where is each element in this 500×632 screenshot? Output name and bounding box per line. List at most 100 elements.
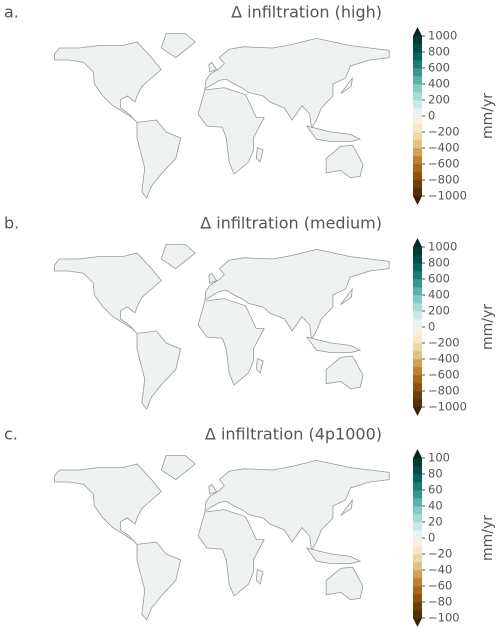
- colorbar-extend-under: [413, 196, 422, 205]
- colorbar-tick-label: −800: [428, 384, 460, 398]
- colorbar-band: [413, 522, 422, 531]
- colorbar-band: [413, 247, 422, 256]
- colorbar-tick-label: 600: [428, 61, 450, 75]
- panel-label: a.: [4, 3, 19, 22]
- colorbar-tick-label: 1000: [428, 29, 457, 43]
- colorbar-tick-label: 20: [428, 515, 443, 529]
- panel-title: Δ infiltration (high): [231, 3, 382, 22]
- colorbar-band: [413, 156, 422, 165]
- colorbar-band: [413, 514, 422, 523]
- colorbar-band: [413, 148, 422, 157]
- colorbar-band: [413, 562, 422, 571]
- colorbar-tick-label: 600: [428, 272, 450, 286]
- colorbar-tick-label: −100: [428, 611, 460, 625]
- colorbar-band: [413, 391, 422, 400]
- colorbar-band: [413, 602, 422, 611]
- colorbar-band: [413, 172, 422, 181]
- colorbar-tick-label: 0: [428, 320, 435, 334]
- colorbar-tick-label: 800: [428, 45, 450, 59]
- colorbar-tick-label: −200: [428, 125, 460, 139]
- colorbar-band: [413, 132, 422, 141]
- colorbar-tick-label: −800: [428, 173, 460, 187]
- colorbar-tick-label: 1000: [428, 240, 457, 254]
- colorbar-band: [413, 84, 422, 93]
- colorbar-extend-over: [413, 449, 422, 458]
- colorbar-band: [413, 474, 422, 483]
- colorbar-tick-label: 800: [428, 256, 450, 270]
- colorbar-tick-label: 0: [428, 531, 435, 545]
- colorbar-tick-label: 0: [428, 109, 435, 123]
- colorbar-tick-label: 200: [428, 304, 450, 318]
- colorbar-band: [413, 319, 422, 328]
- colorbar-band: [413, 586, 422, 595]
- colorbar-band: [413, 482, 422, 491]
- colorbar-band: [413, 124, 422, 133]
- colorbar-band: [413, 287, 422, 296]
- colorbar-band: [413, 546, 422, 555]
- map: [54, 455, 390, 621]
- colorbar-tick-label: −60: [428, 579, 452, 593]
- map: [54, 33, 390, 199]
- colorbar-tick-label: 400: [428, 77, 450, 91]
- colorbar-band: [413, 164, 422, 173]
- colorbar-band: [413, 271, 422, 280]
- colorbar-band: [413, 458, 422, 467]
- panel-title: Δ infiltration (4p1000): [205, 425, 382, 444]
- colorbar-band: [413, 76, 422, 85]
- colorbar-band: [413, 295, 422, 304]
- colorbar-band: [413, 108, 422, 117]
- colorbar-tick-label: −600: [428, 157, 460, 171]
- colorbar-band: [413, 188, 422, 197]
- colorbar-extend-under: [413, 618, 422, 627]
- colorbar-band: [413, 140, 422, 149]
- colorbar-band: [413, 367, 422, 376]
- colorbar-band: [413, 383, 422, 392]
- colorbar-band: [413, 594, 422, 603]
- colorbar-band: [413, 52, 422, 61]
- colorbar-band: [413, 36, 422, 45]
- colorbar-tick-label: −40: [428, 563, 452, 577]
- colorbar-band: [413, 506, 422, 515]
- colorbar-tick-label: −400: [428, 352, 460, 366]
- colorbar-band: [413, 92, 422, 101]
- colorbar-band: [413, 327, 422, 336]
- colorbar-unit: mm/yr: [480, 93, 496, 139]
- colorbar-band: [413, 116, 422, 125]
- colorbar-band: [413, 554, 422, 563]
- colorbar-band: [413, 399, 422, 408]
- colorbar-band: [413, 351, 422, 360]
- colorbar-band: [413, 466, 422, 475]
- colorbar-tick-label: −1000: [428, 189, 467, 203]
- colorbar-band: [413, 303, 422, 312]
- colorbar-unit: mm/yr: [480, 304, 496, 350]
- panel-title: Δ infiltration (medium): [200, 214, 382, 233]
- panel-label: c.: [4, 425, 18, 444]
- colorbar-band: [413, 359, 422, 368]
- colorbar-band: [413, 530, 422, 539]
- colorbar-extend-over: [413, 238, 422, 247]
- colorbar-tick-label: −1000: [428, 400, 467, 414]
- colorbar-tick-label: 40: [428, 499, 443, 513]
- map: [54, 244, 390, 410]
- colorbar-extend-under: [413, 407, 422, 416]
- colorbar-extend-over: [413, 27, 422, 36]
- colorbar-band: [413, 255, 422, 264]
- colorbar-tick-label: −600: [428, 368, 460, 382]
- colorbar-tick-label: −80: [428, 595, 452, 609]
- colorbar-band: [413, 335, 422, 344]
- colorbar-band: [413, 44, 422, 53]
- colorbar-band: [413, 375, 422, 384]
- colorbar-band: [413, 279, 422, 288]
- panel-label: b.: [4, 214, 19, 233]
- colorbar-tick-label: 60: [428, 483, 443, 497]
- colorbar-band: [413, 263, 422, 272]
- colorbar-band: [413, 60, 422, 69]
- colorbar-tick-label: 400: [428, 288, 450, 302]
- colorbar-band: [413, 311, 422, 320]
- colorbar-unit: mm/yr: [480, 515, 496, 561]
- colorbar-band: [413, 538, 422, 547]
- colorbar-band: [413, 498, 422, 507]
- colorbar-tick-label: −200: [428, 336, 460, 350]
- colorbar-band: [413, 68, 422, 77]
- colorbar-tick-label: −400: [428, 141, 460, 155]
